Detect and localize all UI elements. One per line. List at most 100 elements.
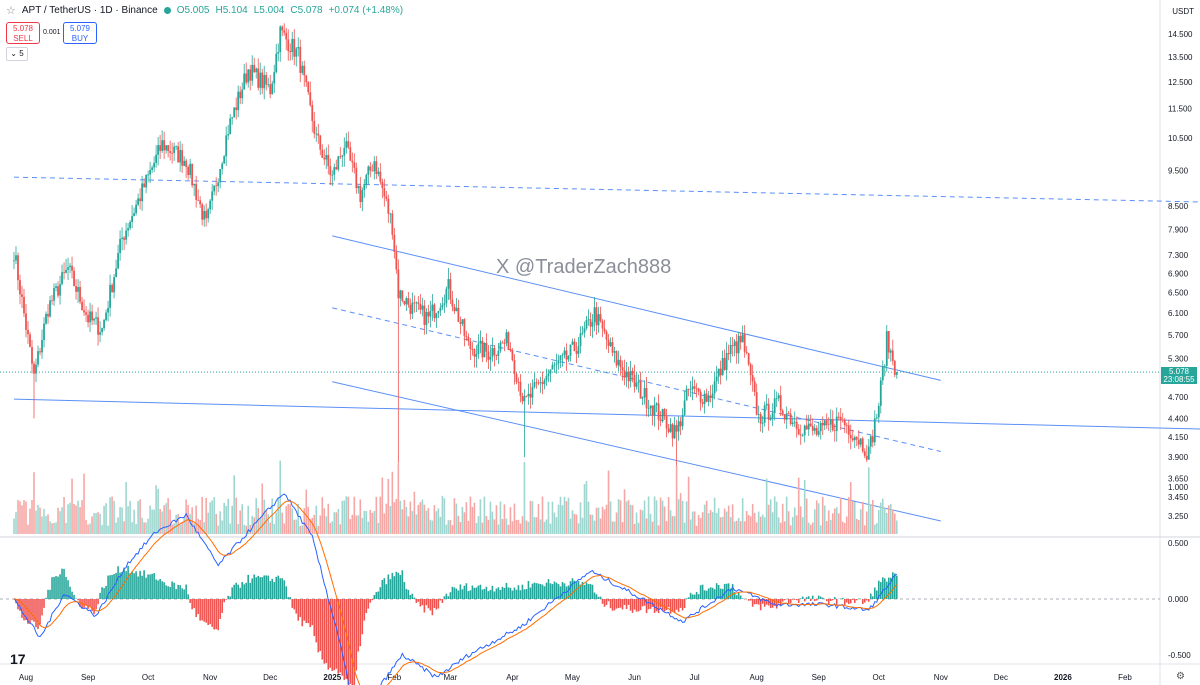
x-tick-label: Nov	[934, 673, 948, 682]
symbol-title[interactable]: APT / TetherUS · 1D · Binance	[21, 4, 158, 16]
candle-body	[547, 373, 550, 376]
candle-body	[703, 393, 706, 404]
y-tick-label: 3.250	[1168, 512, 1189, 521]
candle-body	[867, 446, 870, 460]
candle-body	[717, 368, 720, 377]
candle-body	[55, 286, 57, 288]
candle-body	[615, 351, 618, 366]
volume-bar	[613, 521, 616, 534]
histogram-bar	[83, 599, 85, 608]
y-tick-label: 3.450	[1168, 493, 1189, 502]
histogram-bar	[339, 599, 342, 673]
ohlc-low: L5.004	[253, 4, 285, 16]
candle-body	[495, 355, 498, 357]
histogram-bar	[275, 576, 278, 599]
candle-body	[233, 107, 236, 118]
volume-bar	[569, 518, 572, 534]
candle-body	[39, 351, 41, 353]
volume-bar	[659, 497, 662, 534]
candle-body	[433, 304, 436, 319]
volume-bar	[255, 498, 258, 534]
candle-body	[887, 331, 890, 353]
candle-body	[213, 185, 216, 192]
histogram-bar	[139, 570, 141, 599]
candle-body	[605, 331, 608, 340]
volume-bar	[649, 513, 652, 534]
histogram-bar	[549, 583, 552, 599]
candle-body	[763, 405, 766, 423]
candle-body	[19, 280, 21, 295]
volume-bar	[385, 503, 388, 534]
sell-button[interactable]: 5.078 SELL	[6, 22, 40, 44]
histogram-bar	[709, 587, 712, 599]
volume-bar	[789, 525, 792, 534]
candle-body	[389, 213, 392, 215]
candle-body	[619, 359, 622, 368]
volume-bar	[215, 513, 217, 534]
volume-bar	[881, 498, 884, 534]
candle-body	[759, 414, 762, 424]
candle-body	[411, 302, 414, 314]
histogram-bar	[853, 599, 856, 603]
histogram-bar	[509, 587, 512, 599]
volume-bar	[779, 522, 782, 534]
star-icon[interactable]: ☆	[6, 4, 16, 17]
volume-bar	[207, 512, 209, 534]
histogram-bar	[115, 572, 117, 599]
candle-body	[509, 348, 512, 351]
histogram-bar	[179, 585, 181, 599]
candle-body	[107, 307, 109, 313]
candle-body	[501, 342, 504, 344]
volume-bar	[859, 509, 862, 534]
histogram-bar	[183, 589, 185, 599]
volume-bar	[465, 502, 468, 534]
volume-bar	[69, 502, 71, 534]
histogram-bar	[493, 591, 496, 599]
histogram-bar	[485, 586, 488, 599]
x-tick-label: Sep	[812, 673, 827, 682]
candle-body	[479, 340, 482, 344]
candle-body	[635, 382, 638, 387]
volume-bar	[157, 488, 159, 534]
histogram-bar	[69, 586, 71, 599]
candle-body	[231, 117, 234, 119]
volume-bar	[491, 511, 494, 534]
candle-body	[617, 359, 620, 366]
volume-bar	[557, 504, 560, 534]
volume-bar	[665, 521, 668, 534]
candle-body	[571, 341, 574, 345]
histogram-bar	[673, 599, 676, 613]
tradingview-logo[interactable]: 17	[10, 651, 26, 667]
candle-body	[623, 370, 626, 378]
volume-bar	[623, 489, 626, 534]
volume-bar	[65, 522, 67, 534]
candle-body	[883, 365, 886, 367]
volume-bar	[55, 522, 57, 534]
histogram-bar	[435, 599, 438, 610]
candle-body	[639, 381, 642, 399]
volume-bar	[813, 509, 816, 534]
candle-body	[419, 303, 422, 310]
candle-body	[607, 339, 610, 346]
quantity-selector[interactable]: ⌄ 5	[6, 47, 28, 61]
volume-bar	[347, 496, 350, 534]
volume-bar	[637, 522, 640, 534]
currency-label[interactable]: USDT	[1172, 7, 1194, 16]
volume-bar	[407, 516, 410, 534]
histogram-bar	[155, 579, 157, 599]
volume-bar	[75, 505, 77, 534]
histogram-bar	[291, 599, 294, 608]
candle-body	[59, 284, 61, 296]
volume-bar	[283, 523, 286, 534]
gear-icon[interactable]: ⚙	[1176, 671, 1185, 682]
volume-bar	[263, 499, 266, 534]
histogram-bar	[293, 599, 296, 610]
candle-body	[835, 416, 838, 431]
histogram-bar	[243, 584, 245, 599]
candle-body	[893, 360, 896, 375]
histogram-bar	[543, 586, 546, 599]
histogram-bar	[881, 577, 884, 599]
volume-bar	[891, 509, 894, 534]
buy-button[interactable]: 5.079 BUY	[63, 22, 97, 44]
